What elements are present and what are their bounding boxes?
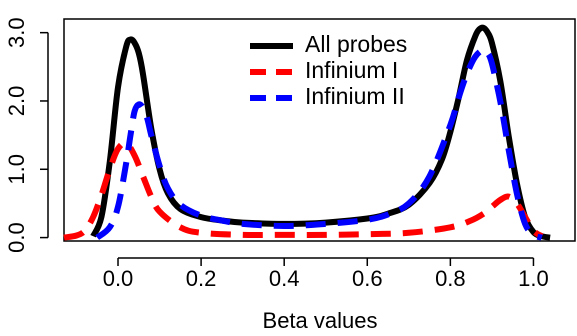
x-tick-label: 0.2 — [186, 266, 217, 291]
series-lines — [63, 24, 551, 241]
x-tick-label: 0.8 — [435, 266, 466, 291]
y-tick-label: 1.0 — [4, 154, 29, 185]
y-tick-label: 3.0 — [4, 17, 29, 48]
legend-label-infinium-i: Infinium I — [305, 57, 398, 83]
legend-label-all-probes: All probes — [305, 31, 407, 57]
series-line-infinium-ii — [95, 46, 543, 241]
series-line-infinium-i — [63, 140, 544, 241]
x-tick-label: 0.6 — [352, 266, 383, 291]
x-axis: 0.0 0.2 0.4 0.6 0.8 1.0 — [103, 257, 549, 291]
y-axis: 0.0 1.0 2.0 3.0 — [4, 17, 49, 253]
plot-frame — [63, 18, 576, 242]
y-tick-label: 0.0 — [4, 222, 29, 253]
legend-label-infinium-ii: Infinium II — [305, 83, 405, 109]
x-tick-label: 0.0 — [103, 266, 134, 291]
x-tick-label: 0.4 — [269, 266, 300, 291]
x-tick-label: 1.0 — [518, 266, 549, 291]
x-axis-title: Beta values — [263, 308, 378, 333]
y-tick-label: 2.0 — [4, 86, 29, 117]
